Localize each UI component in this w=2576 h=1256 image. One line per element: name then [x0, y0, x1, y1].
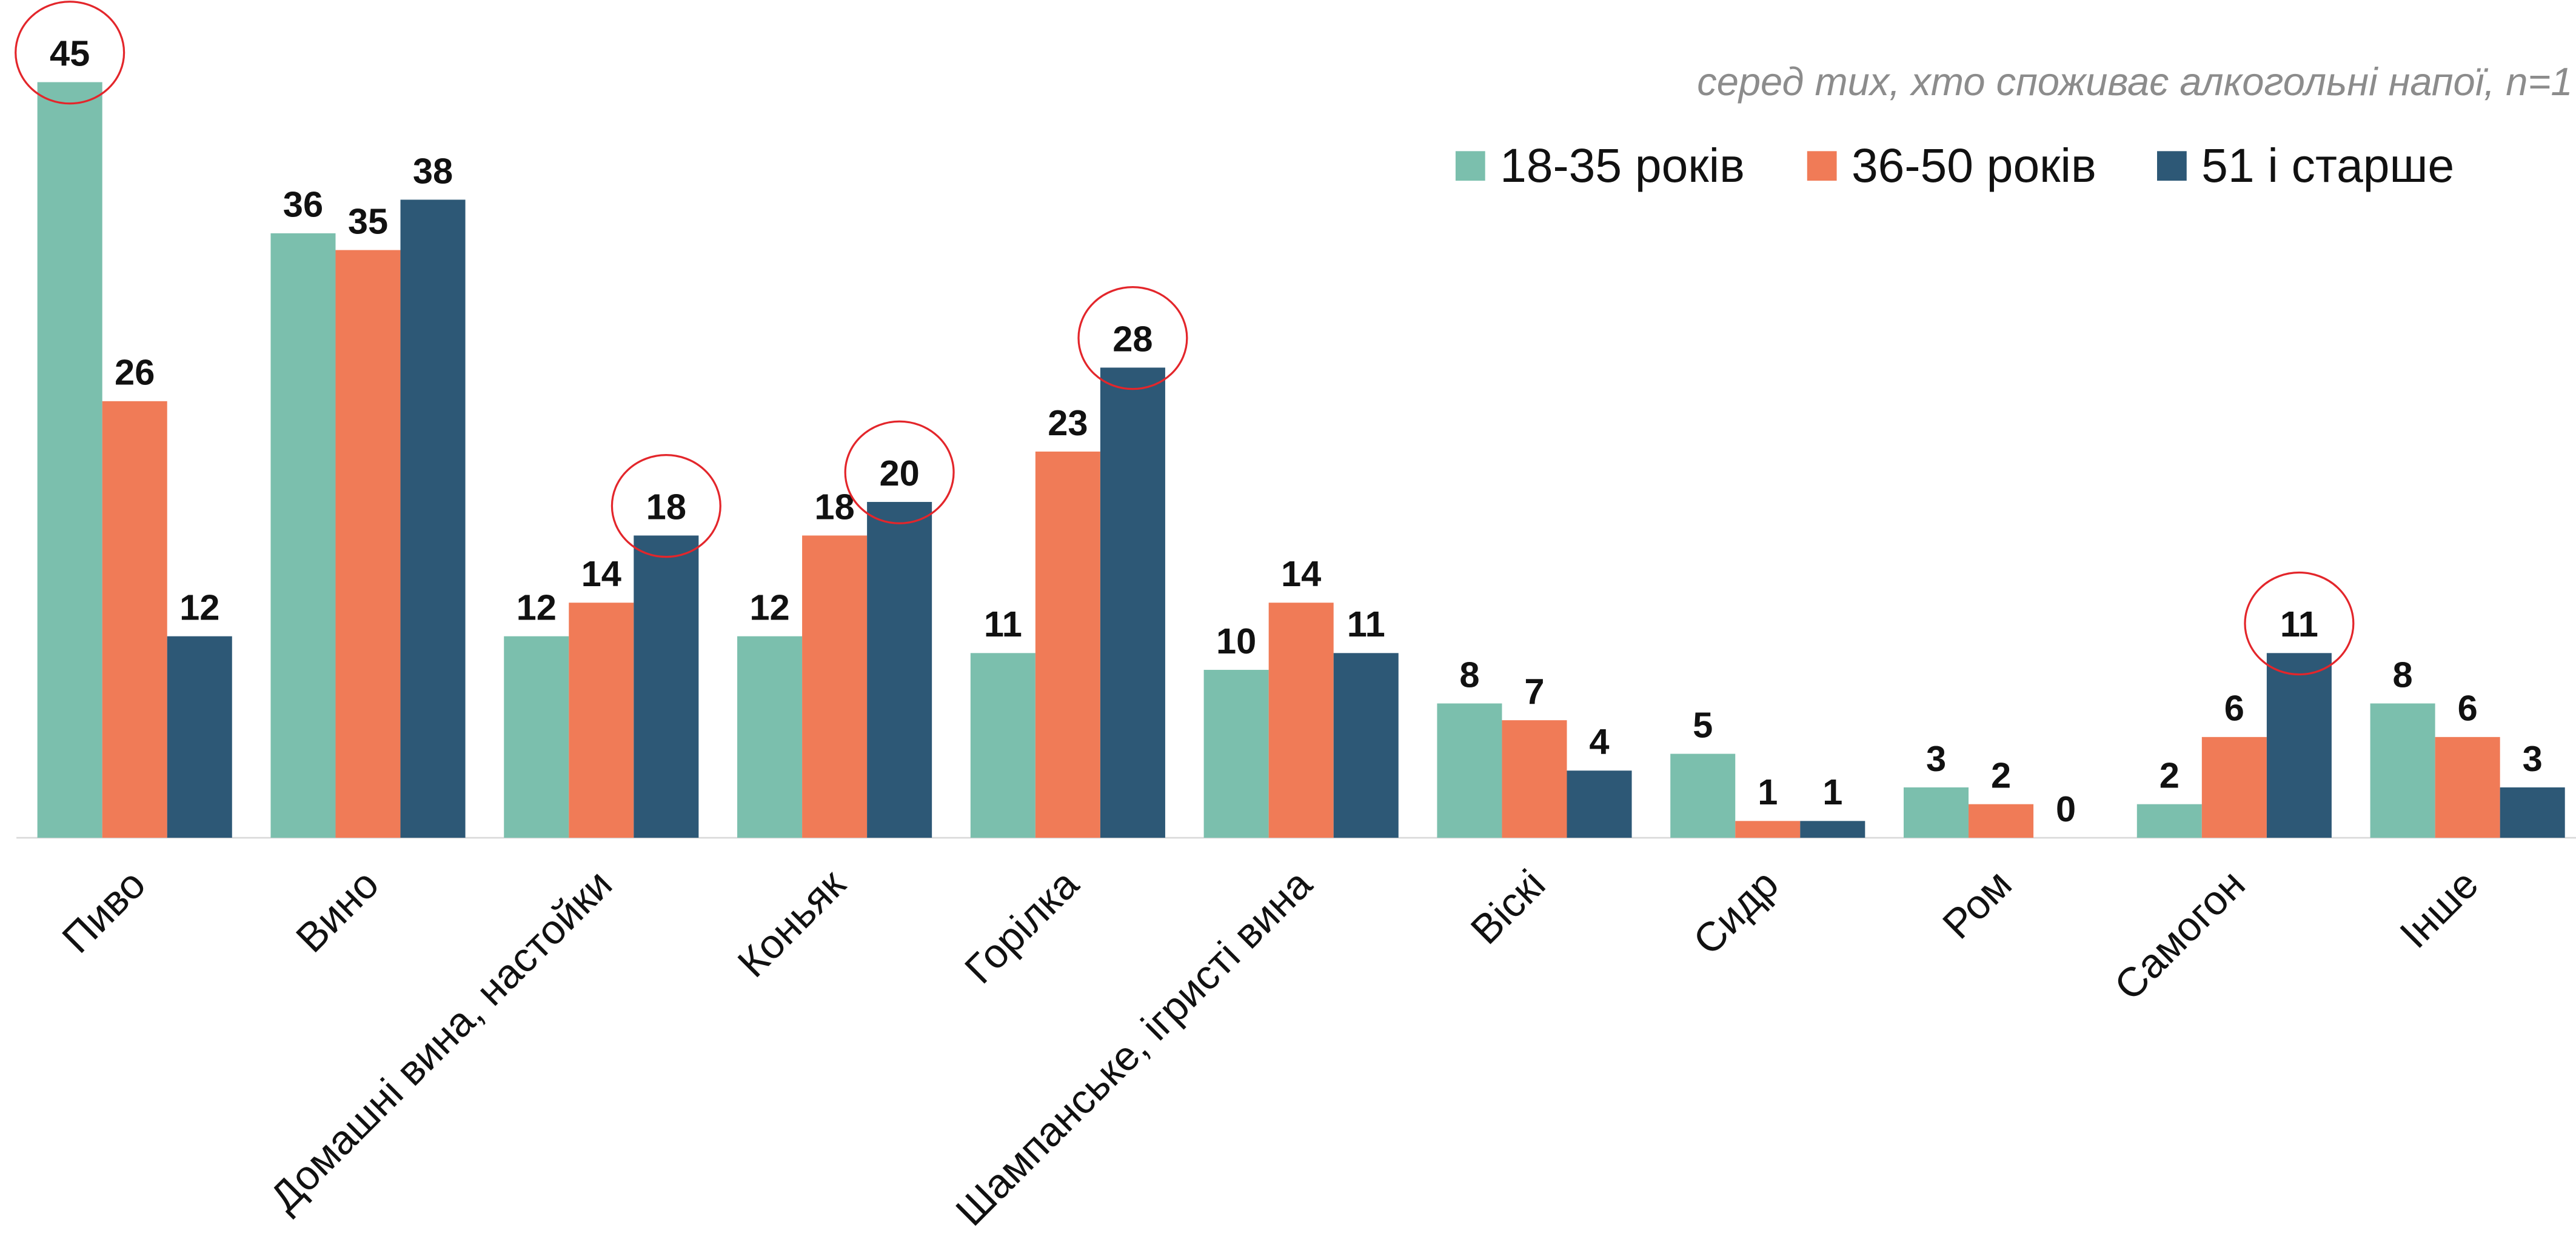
legend-label: 51 і старше [2201, 139, 2454, 192]
data-label: 1 [1758, 772, 1778, 812]
bar [970, 653, 1035, 838]
data-label: 45 [50, 33, 90, 73]
bar [1567, 770, 1632, 838]
bar [802, 535, 868, 838]
bar [1735, 821, 1801, 838]
bar [2136, 804, 2202, 838]
data-label: 14 [581, 553, 621, 594]
data-label: 3 [2523, 738, 2543, 779]
bar [400, 199, 466, 838]
data-label: 23 [1048, 403, 1088, 443]
data-label: 38 [413, 150, 453, 191]
highlight-circle [611, 454, 721, 558]
data-label: 1 [1822, 772, 1842, 812]
bar [1502, 720, 1567, 838]
data-label: 36 [283, 184, 323, 225]
bar [1904, 787, 1969, 838]
data-label: 11 [2280, 604, 2318, 644]
bar [1268, 603, 1334, 838]
data-label: 4 [1589, 721, 1609, 762]
data-label: 18 [646, 486, 686, 527]
bar [1670, 753, 1736, 838]
data-label: 35 [348, 201, 388, 241]
bar [2266, 653, 2332, 838]
data-label: 7 [1524, 671, 1544, 712]
highlight-circle [2244, 571, 2355, 676]
data-label: 11 [984, 604, 1022, 644]
data-label: 8 [2393, 654, 2413, 695]
bar [737, 636, 803, 838]
data-label: 3 [1926, 738, 1946, 779]
legend-swatch [1455, 151, 1485, 181]
data-label: 2 [1991, 755, 2011, 796]
bar [1035, 451, 1100, 838]
data-label: 6 [2224, 688, 2244, 729]
bar [1969, 804, 2034, 838]
data-label: 2 [2159, 755, 2180, 796]
bar [2201, 737, 2267, 838]
data-label: 12 [517, 587, 557, 628]
subtitle: серед тих, хто споживає алкогольні напої… [1697, 59, 2572, 104]
data-label: 20 [879, 453, 919, 493]
bar [1437, 703, 1502, 838]
data-label: 28 [1112, 318, 1153, 359]
legend-label: 18-35 років [1500, 139, 1745, 192]
highlight-circle [1077, 286, 1188, 390]
data-label: 8 [1459, 654, 1479, 695]
data-label: 26 [115, 352, 155, 393]
bar [2370, 703, 2435, 838]
data-label: 12 [179, 587, 219, 628]
highlight-circle [844, 420, 955, 524]
data-label: 0 [2056, 789, 2076, 829]
bar [1203, 670, 1269, 838]
bar [335, 250, 401, 838]
data-label: 18 [814, 486, 854, 527]
highlight-circle [15, 1, 125, 105]
bar [102, 401, 167, 838]
data-label: 12 [749, 587, 789, 628]
bar [2435, 737, 2500, 838]
bar [1800, 821, 1865, 838]
bar [634, 535, 699, 838]
legend-label: 36-50 років [1852, 139, 2096, 192]
bar [1333, 653, 1399, 838]
legend-swatch [2156, 151, 2187, 181]
data-label: 11 [1347, 604, 1385, 644]
bar [1100, 367, 1165, 838]
bar [504, 636, 569, 838]
bar [867, 502, 932, 838]
bar [569, 603, 634, 838]
bar [167, 636, 232, 838]
data-label: 5 [1693, 704, 1713, 745]
data-label: 6 [2458, 688, 2478, 729]
data-label: 14 [1281, 553, 1321, 594]
bar [270, 233, 336, 838]
bar [2500, 787, 2565, 838]
bar [37, 82, 102, 838]
data-label: 10 [1216, 621, 1256, 661]
legend-swatch [1807, 151, 1837, 181]
